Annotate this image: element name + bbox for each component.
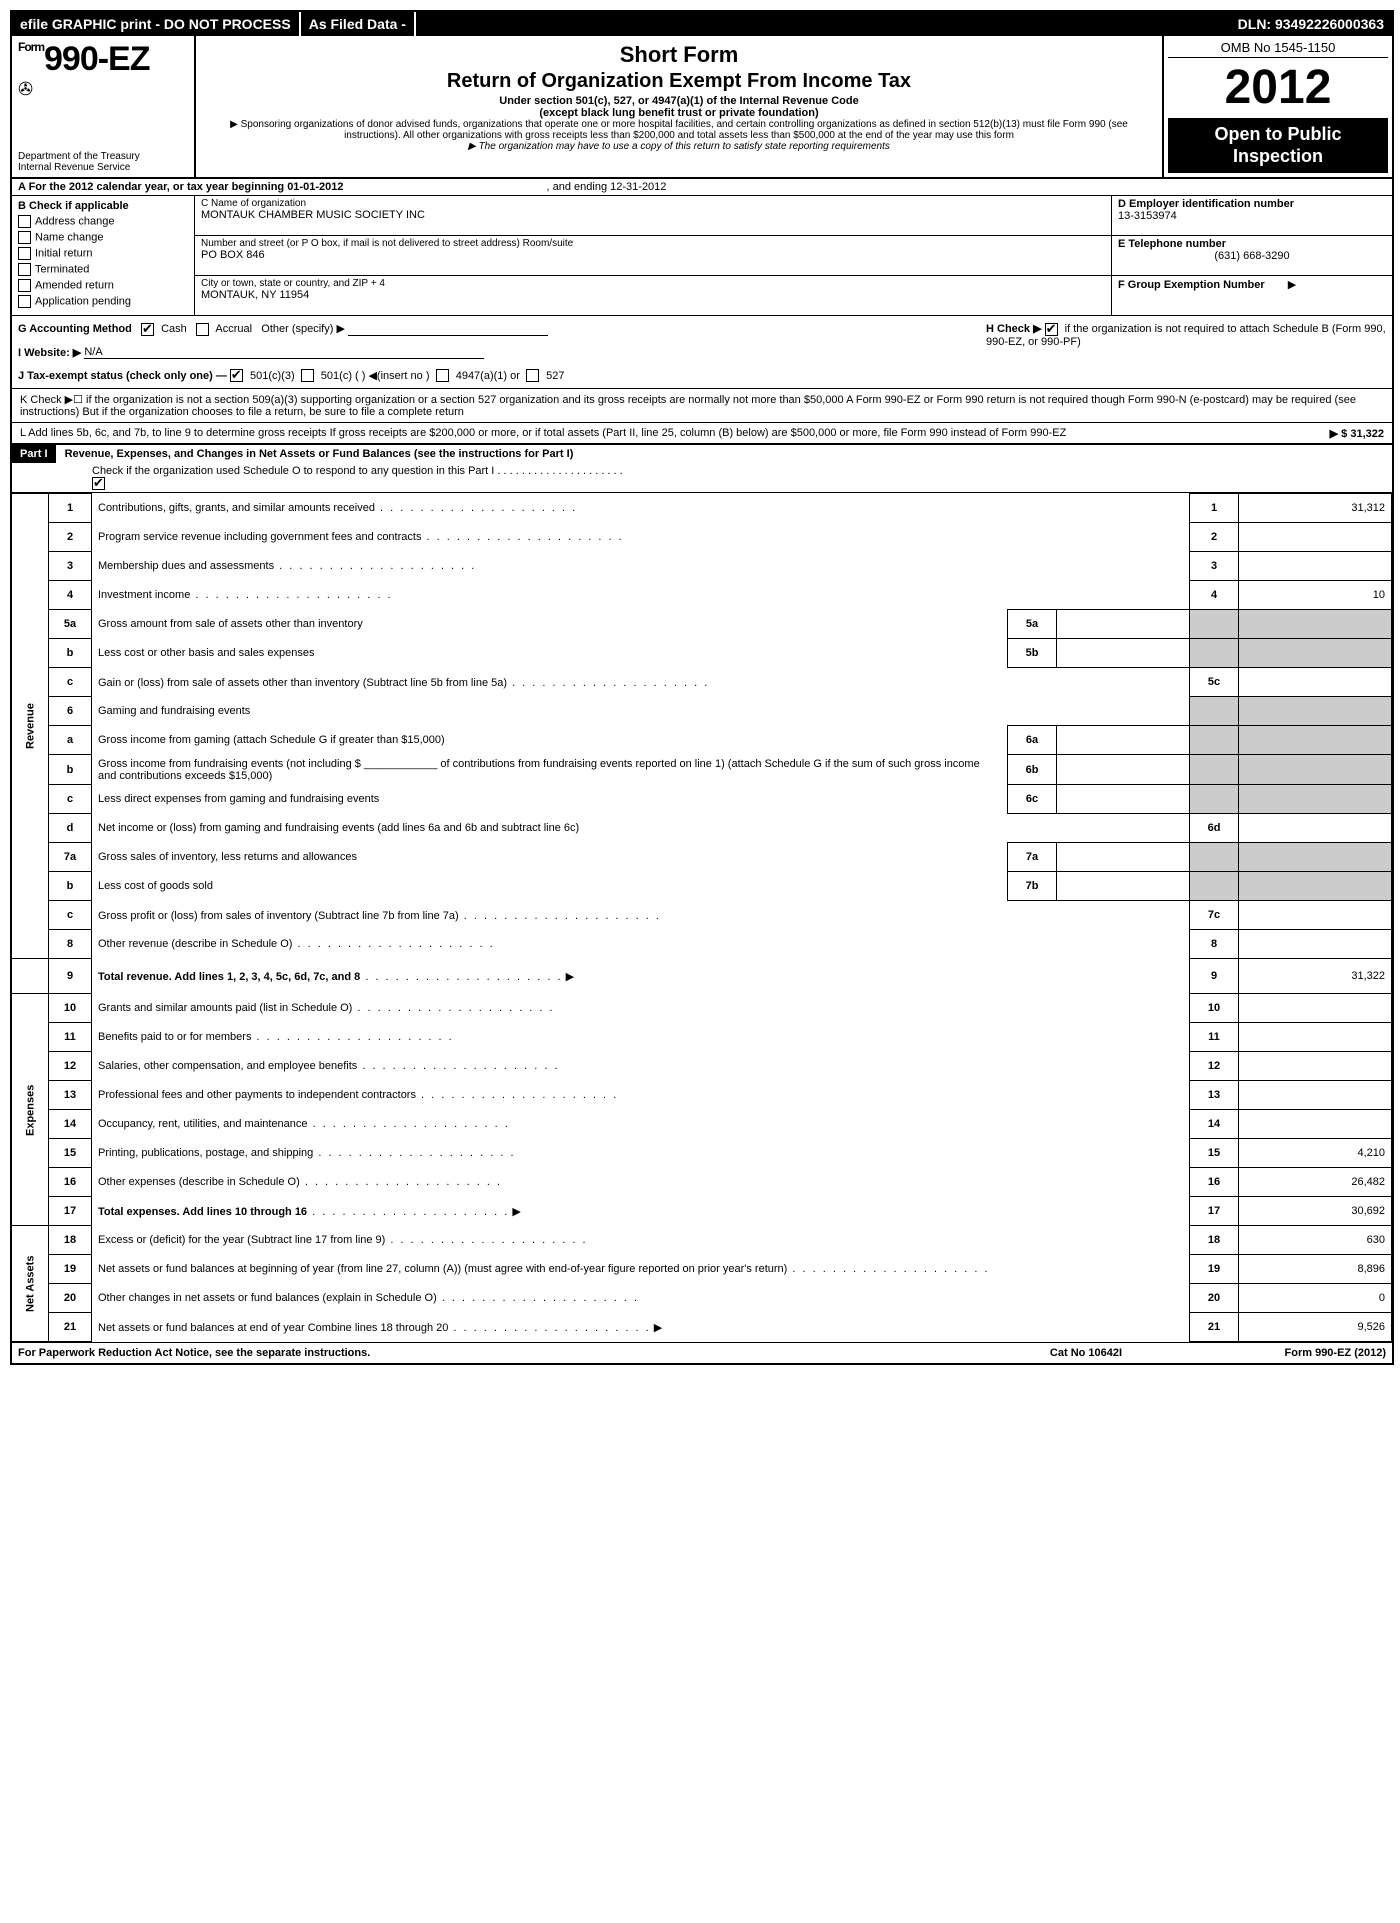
subtitle: Under section 501(c), 527, or 4947(a)(1)…: [206, 95, 1152, 107]
l-amount: ▶ $ 31,322: [1330, 427, 1384, 440]
year-cell: OMB No 1545-1150 2012 Open to Public Ins…: [1162, 36, 1392, 177]
main-title: Return of Organization Exempt From Incom…: [206, 70, 1152, 93]
org-street: PO BOX 846: [201, 249, 1105, 261]
footer-cat: Cat No 10642I: [986, 1347, 1186, 1359]
line-k: K Check ▶☐ if the organization is not a …: [12, 389, 1392, 423]
website: N/A: [84, 346, 102, 358]
efile-label: efile GRAPHIC print - DO NOT PROCESS: [12, 12, 299, 36]
row-ghij: G Accounting Method Cash Accrual Other (…: [12, 316, 1392, 389]
ein: 13-3153974: [1118, 210, 1386, 222]
dept-treasury: Department of the Treasury Internal Reve…: [18, 151, 140, 173]
footer-row: For Paperwork Reduction Act Notice, see …: [12, 1342, 1392, 1363]
amt-12: [1239, 1052, 1392, 1081]
header-grid: Form990-EZ ✇ Department of the Treasury …: [12, 36, 1392, 179]
footer-form: Form 990-EZ (2012): [1186, 1347, 1386, 1359]
lines-table: Revenue 1 Contributions, gifts, grants, …: [12, 493, 1392, 1342]
org-name: MONTAUK CHAMBER MUSIC SOCIETY INC: [201, 209, 1105, 221]
form-number: Form990-EZ: [18, 40, 188, 79]
top-bar: efile GRAPHIC print - DO NOT PROCESS As …: [12, 12, 1392, 36]
omb-number: OMB No 1545-1150: [1168, 40, 1388, 58]
amt-8: [1239, 930, 1392, 959]
amt-11: [1239, 1023, 1392, 1052]
dln-label: DLN: 93492226000363: [1230, 12, 1392, 36]
amt-16: 26,482: [1239, 1168, 1392, 1197]
check-accrual[interactable]: [196, 323, 209, 336]
amt-21: 9,526: [1239, 1313, 1392, 1342]
as-filed-label: As Filed Data -: [299, 12, 416, 36]
copy-note: ▶ The organization may have to use a cop…: [206, 141, 1152, 152]
row-a: A For the 2012 calendar year, or tax yea…: [12, 179, 1392, 196]
tax-year: 2012: [1168, 64, 1388, 112]
amt-10: [1239, 994, 1392, 1023]
open-public: Open to Public Inspection: [1168, 118, 1388, 173]
short-form-title: Short Form: [206, 42, 1152, 68]
side-revenue: Revenue: [12, 494, 49, 959]
side-expenses: Expenses: [12, 994, 49, 1226]
amt-2: [1239, 523, 1392, 552]
amt-3: [1239, 552, 1392, 581]
side-net-assets: Net Assets: [12, 1226, 49, 1342]
amt-7c: [1239, 901, 1392, 930]
line-l: L Add lines 5b, 6c, and 7b, to line 9 to…: [12, 423, 1392, 444]
check-4947[interactable]: [436, 369, 449, 382]
amt-14: [1239, 1110, 1392, 1139]
check-pending[interactable]: Application pending: [18, 295, 188, 308]
amt-20: 0: [1239, 1284, 1392, 1313]
check-527[interactable]: [526, 369, 539, 382]
amt-18: 630: [1239, 1226, 1392, 1255]
amt-13: [1239, 1081, 1392, 1110]
form-cell: Form990-EZ ✇ Department of the Treasury …: [12, 36, 196, 177]
check-501c3[interactable]: [230, 369, 243, 382]
amt-19: 8,896: [1239, 1255, 1392, 1284]
title-cell: Short Form Return of Organization Exempt…: [196, 36, 1162, 177]
amt-5c: [1239, 668, 1392, 697]
amt-6d: [1239, 814, 1392, 843]
check-h[interactable]: [1045, 323, 1058, 336]
check-address-change[interactable]: Address change: [18, 215, 188, 228]
check-501c[interactable]: [301, 369, 314, 382]
amt-1: 31,312: [1239, 494, 1392, 523]
form-page: efile GRAPHIC print - DO NOT PROCESS As …: [10, 10, 1394, 1365]
check-name-change[interactable]: Name change: [18, 231, 188, 244]
check-cash[interactable]: [141, 323, 154, 336]
except-text: (except black lung benefit trust or priv…: [206, 107, 1152, 119]
check-initial-return[interactable]: Initial return: [18, 247, 188, 260]
amt-9: 31,322: [1239, 959, 1392, 994]
check-schedule-o[interactable]: [92, 477, 105, 490]
check-terminated[interactable]: Terminated: [18, 263, 188, 276]
footer-left: For Paperwork Reduction Act Notice, see …: [18, 1347, 986, 1359]
section-bcdef: B Check if applicable Address change Nam…: [12, 196, 1392, 316]
org-city: MONTAUK, NY 11954: [201, 289, 1105, 301]
col-c: C Name of organization MONTAUK CHAMBER M…: [195, 196, 1111, 315]
col-de: D Employer identification number 13-3153…: [1111, 196, 1392, 315]
phone: (631) 668-3290: [1118, 250, 1386, 262]
part1-header: Part I Revenue, Expenses, and Changes in…: [12, 444, 1392, 493]
col-b: B Check if applicable Address change Nam…: [12, 196, 195, 315]
amt-17: 30,692: [1239, 1197, 1392, 1226]
check-amended[interactable]: Amended return: [18, 279, 188, 292]
amt-15: 4,210: [1239, 1139, 1392, 1168]
amt-4: 10: [1239, 581, 1392, 610]
sponsor-text: ▶ Sponsoring organizations of donor advi…: [206, 119, 1152, 141]
